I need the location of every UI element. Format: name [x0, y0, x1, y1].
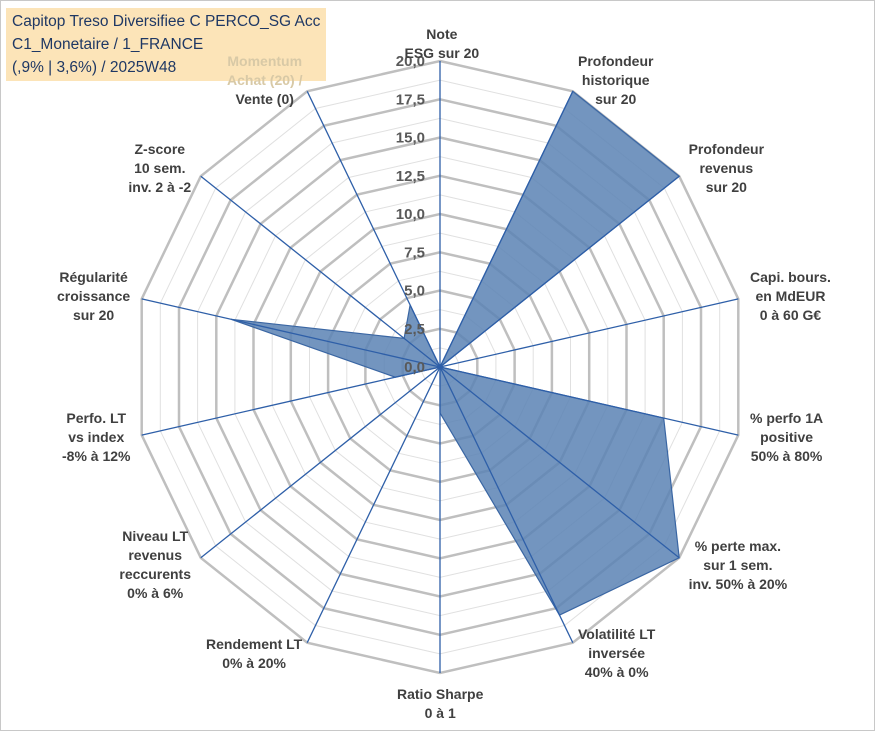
category-label-line: positive	[760, 429, 814, 446]
category-label: Régularité croissance sur 20	[57, 268, 130, 325]
category-label: Rendement LT 0% à 20%	[206, 635, 302, 673]
radial-tick-label: 7,5	[404, 244, 425, 261]
radial-tick-label: 10,0	[396, 206, 425, 223]
category-label: Profondeur revenus sur 20	[689, 140, 764, 197]
category-label-line: ESG sur 20	[404, 45, 480, 61]
category-label-line: revenus	[699, 160, 754, 177]
category-label: Note ESG sur 20	[405, 25, 480, 63]
axis-spoke	[200, 175, 441, 368]
category-label: Perfo. LT vs index -8% à 12%	[62, 409, 130, 466]
category-label-line: sur 20	[705, 179, 747, 196]
category-label-line: Profondeur	[578, 53, 654, 69]
category-label-line: Volatilité LT	[578, 626, 656, 642]
axis-spoke	[439, 366, 680, 559]
category-label-line: Z-score	[134, 141, 186, 158]
radial-tick-label: 0,0	[404, 359, 425, 376]
category-label-line: % perte max.	[694, 537, 782, 554]
category-label-line: Profondeur	[688, 141, 765, 158]
category-label: Capi. bours. en MdEUR 0 à 60 G€	[750, 268, 831, 325]
category-label-line: Perfo. LT	[66, 410, 127, 427]
title-line-1: Capitop Treso Diversifiee C PERCO_SG Acc	[12, 13, 321, 30]
category-label: Z-score 10 sem. inv. 2 à -2	[128, 140, 191, 197]
category-label-line: Capi. bours.	[750, 268, 831, 285]
category-label-line: Note	[426, 26, 458, 42]
axis-spoke	[306, 366, 441, 643]
category-label-line: Rendement LT	[206, 635, 303, 652]
category-label-line: 10 sem.	[134, 160, 186, 177]
category-label-line: Régularité	[59, 268, 128, 285]
category-label-line: en MdEUR	[755, 287, 826, 304]
radial-tick-label: 2,5	[404, 321, 425, 338]
axis-spoke	[141, 298, 441, 368]
chart-title-box: Capitop Treso Diversifiee C PERCO_SG Acc…	[6, 8, 326, 81]
radial-tick-label: 20,0	[396, 53, 425, 70]
category-label-line: sur 20	[72, 306, 115, 323]
category-label-line: inv. 2 à -2	[128, 179, 192, 196]
category-label-line: sur 20	[595, 91, 637, 107]
axis-spoke	[141, 366, 441, 436]
title-line-3: (,9% | 3,6%) / 2025W48	[12, 59, 177, 76]
category-label-line: croissance	[57, 287, 131, 304]
category-label-line: 0% à 20%	[222, 654, 287, 671]
category-label: Momentum Achat (20) / Vente (0)	[227, 52, 302, 109]
title-line-2: C1_Monetaire / 1_FRANCE	[12, 36, 204, 53]
category-label: Ratio Sharpe 0 à 1	[397, 685, 483, 723]
category-label-line: 40% à 0%	[584, 664, 649, 680]
category-label-line: revenus	[128, 547, 183, 564]
category-label-line: -8% à 12%	[62, 448, 131, 465]
category-label: Niveau LT revenus reccurents 0% à 6%	[119, 527, 191, 603]
category-label-line: % perfo 1A	[750, 410, 824, 427]
radial-tick-label: 12,5	[396, 168, 425, 185]
category-label-line: sur 1 sem.	[703, 556, 773, 573]
axis-spoke	[306, 91, 441, 368]
category-label: Volatilité LT inversée 40% à 0%	[578, 625, 655, 682]
axis-spoke	[439, 298, 739, 368]
category-label-line: 0 à 60 G€	[759, 306, 822, 323]
category-label-line: Momentum	[227, 53, 303, 69]
category-label-line: 0% à 6%	[127, 585, 184, 602]
category-label: Profondeur historique sur 20	[578, 52, 653, 109]
category-label-line: Niveau LT	[122, 528, 189, 545]
axis-spoke	[439, 175, 680, 368]
axis-spoke	[439, 366, 574, 643]
category-label-line: reccurents	[119, 566, 191, 583]
category-label-line: Vente (0)	[235, 91, 294, 107]
category-label-line: inversée	[588, 645, 646, 661]
axis-spoke	[200, 366, 441, 559]
category-label: % perfo 1A positive 50% à 80%	[750, 409, 823, 466]
axis-spoke	[439, 91, 574, 368]
radial-tick-label: 15,0	[396, 130, 425, 147]
category-label-line: inv. 50% à 20%	[688, 575, 788, 592]
category-label: % perte max. sur 1 sem. inv. 50% à 20%	[689, 537, 788, 594]
category-label-line: Achat (20) /	[227, 72, 303, 88]
radial-tick-label: 17,5	[396, 91, 425, 108]
axis-spoke	[439, 366, 739, 436]
radial-tick-label: 5,0	[404, 283, 425, 300]
category-label-line: historique	[581, 72, 650, 88]
category-label-line: Ratio Sharpe	[397, 686, 484, 702]
category-label-line: 0 à 1	[424, 705, 456, 721]
category-label-line: vs index	[68, 429, 125, 446]
category-label-line: 50% à 80%	[750, 448, 823, 465]
